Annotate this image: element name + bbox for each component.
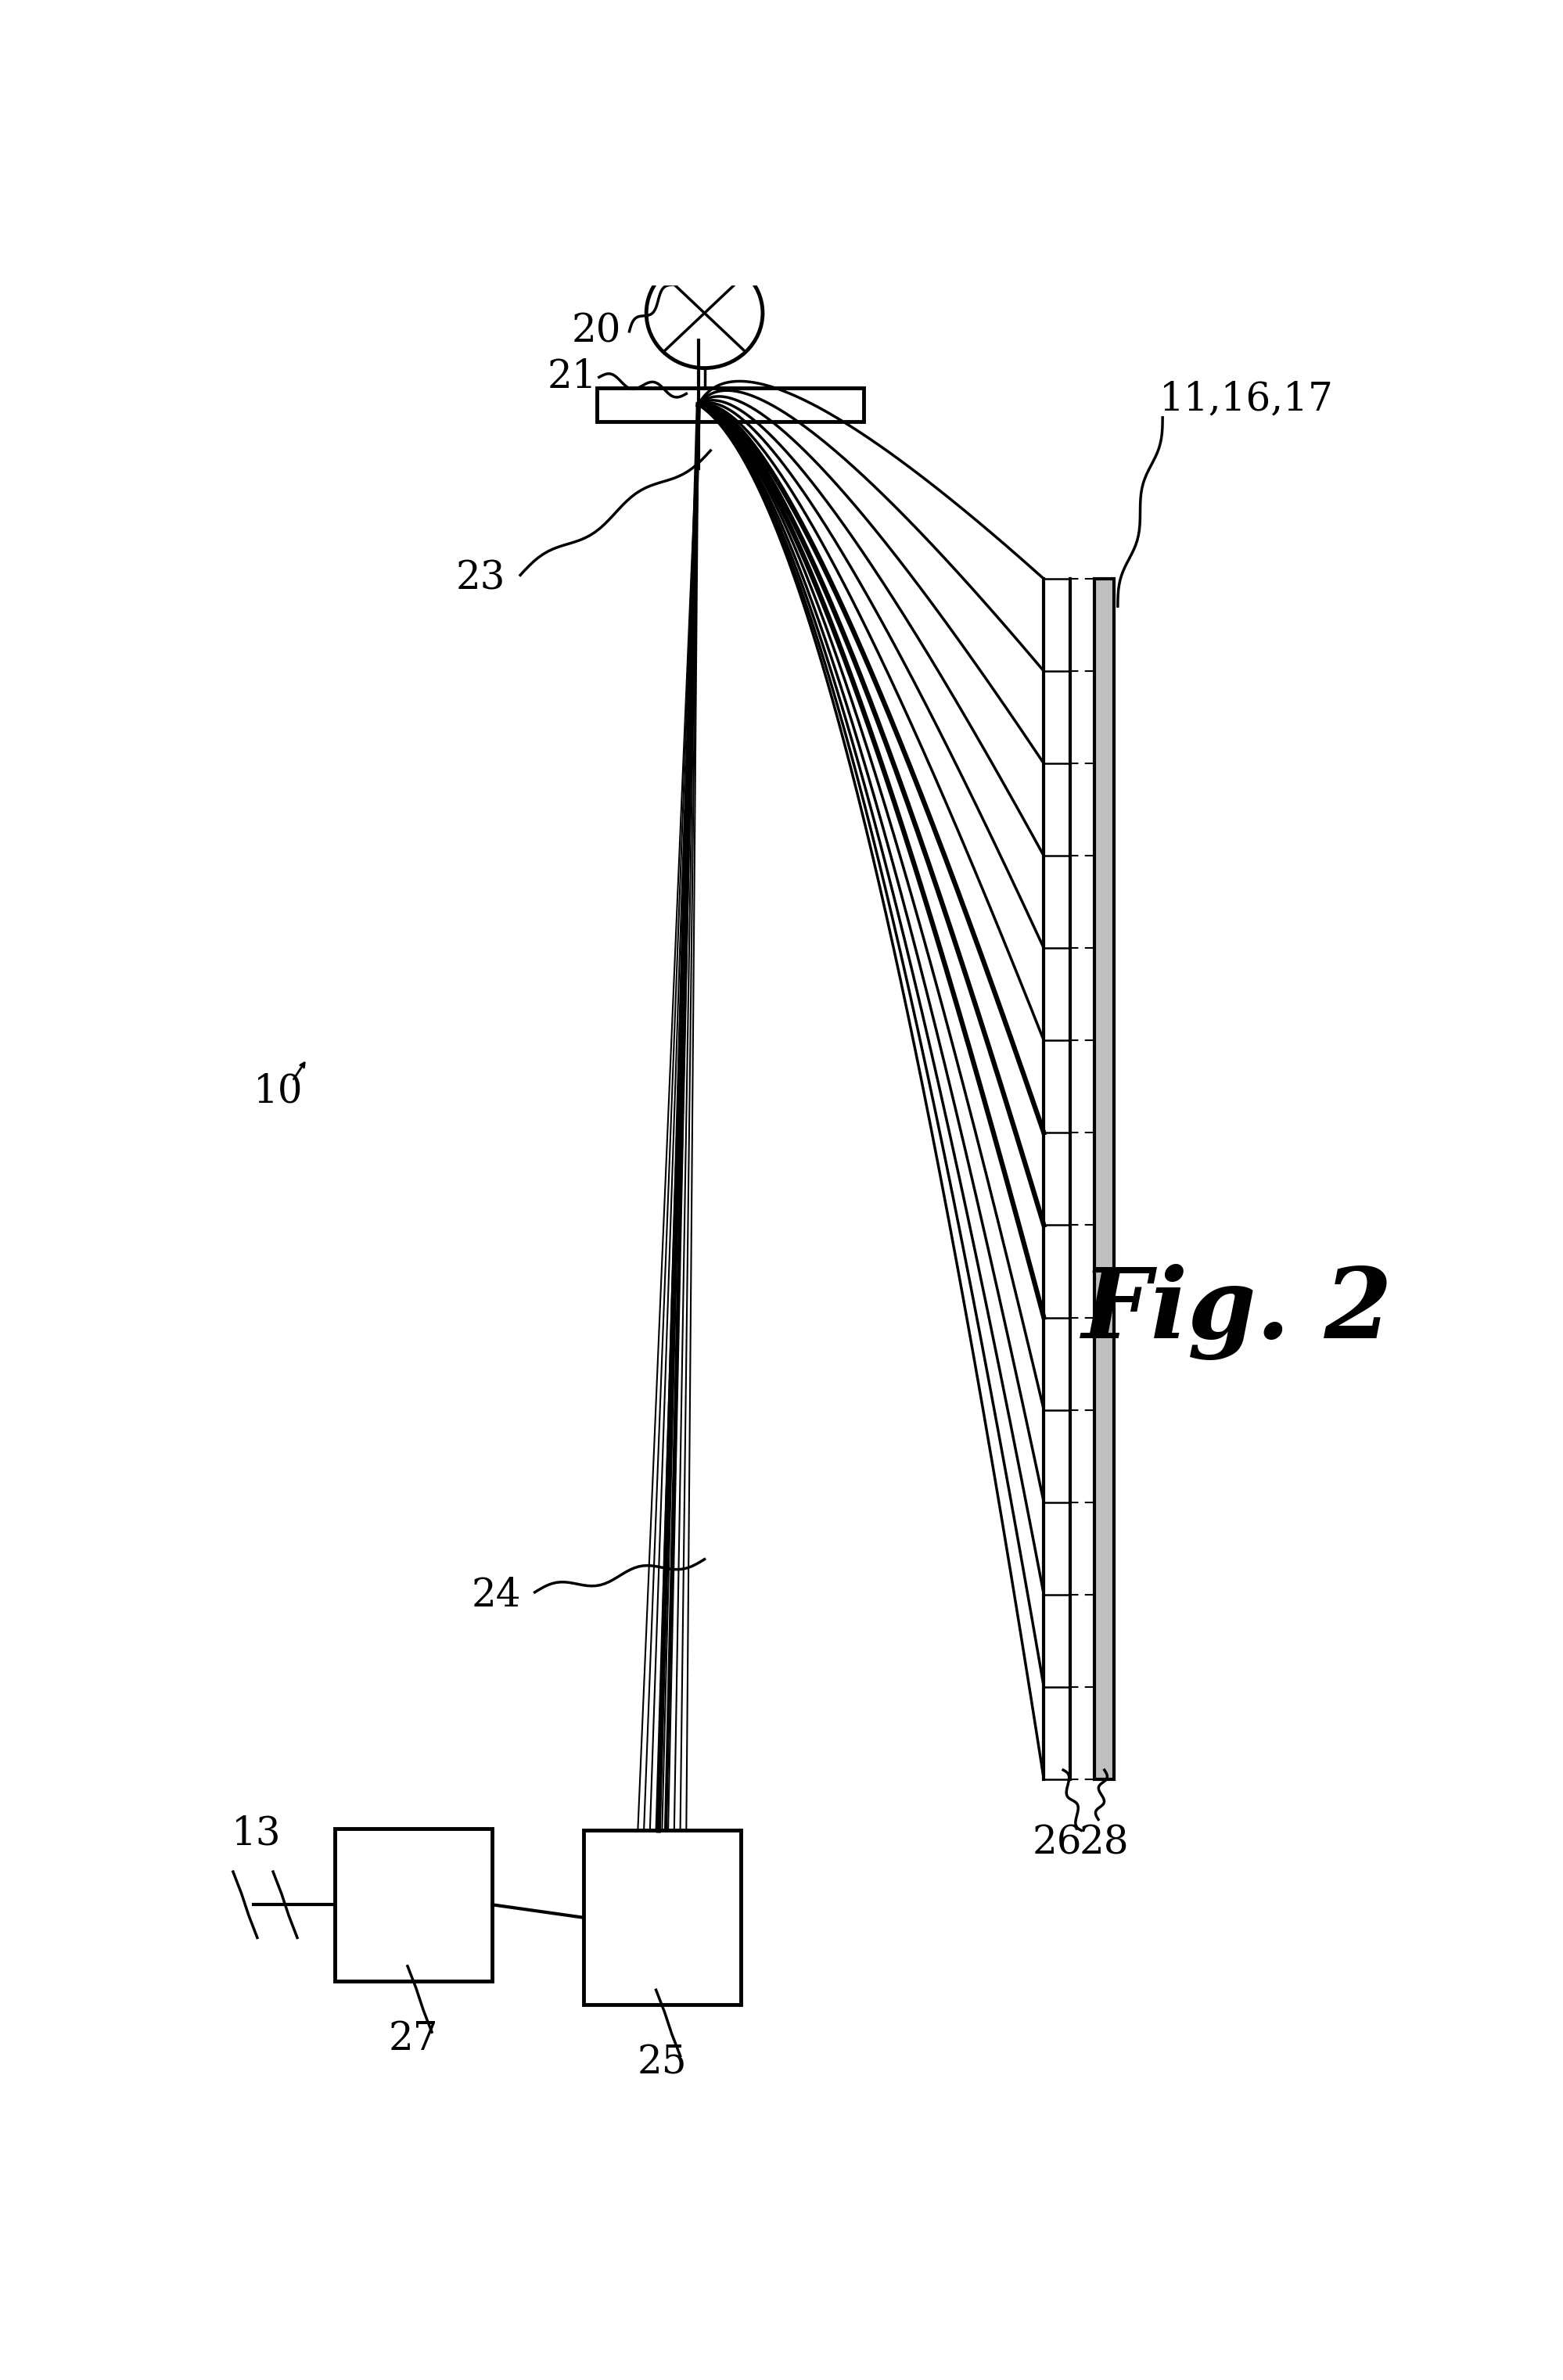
Bar [334,1828,492,1980]
Bar [583,1830,741,2004]
Text: 11,16,17: 11,16,17 [1158,381,1333,419]
Text: 10: 10 [253,1073,303,1111]
Text: 28: 28 [1078,1823,1128,1864]
Bar [597,388,863,421]
Text: 23: 23 [456,559,505,597]
Text: 13: 13 [231,1816,281,1854]
Bar [1094,578,1113,1780]
Text: 26: 26 [1032,1823,1082,1864]
Text: 20: 20 [570,312,621,350]
Text: Fig. 2: Fig. 2 [1082,1264,1393,1359]
Text: 25: 25 [636,2044,686,2082]
Text: 21: 21 [547,357,597,397]
Text: 24: 24 [472,1576,520,1616]
Text: 27: 27 [389,2021,438,2059]
